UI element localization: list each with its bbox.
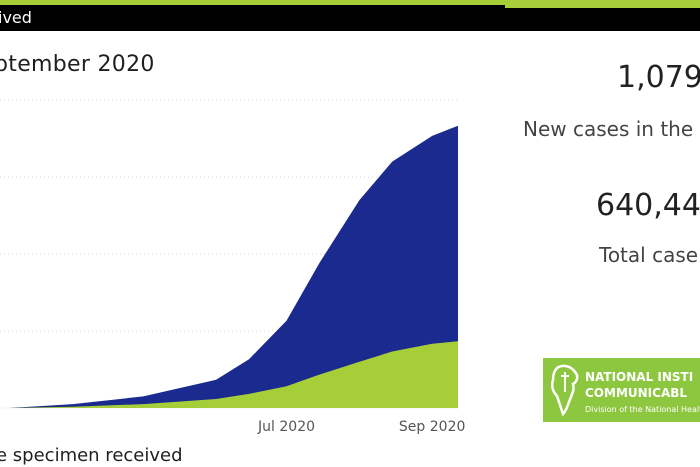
chart-title: ptember 2020 bbox=[0, 52, 155, 77]
x-tick-label-0: Jul 2020 bbox=[257, 419, 315, 435]
kpi-new-cases-label: New cases in the bbox=[523, 117, 694, 141]
area-series-0 bbox=[9, 341, 459, 408]
logo-subtitle: Division of the National Health La bbox=[585, 405, 700, 414]
top-accent-bar bbox=[0, 0, 700, 5]
kpi-total-cases-label: Total case bbox=[599, 243, 699, 267]
chart-caption: e specimen received bbox=[0, 445, 183, 466]
header-accent bbox=[505, 5, 700, 8]
logo-title-line2: COMMUNICABL bbox=[585, 386, 688, 400]
chart-areas bbox=[9, 125, 459, 408]
kpi-total-cases-value: 640,44 bbox=[596, 188, 700, 223]
logo-title-line1: NATIONAL INSTI bbox=[585, 370, 694, 384]
header-bar: ived bbox=[0, 5, 700, 31]
africa-map-icon bbox=[550, 364, 579, 417]
kpi-new-cases-value: 1,079 bbox=[617, 60, 700, 95]
cumulative-area-chart: Jul 2020 Sep 2020 bbox=[0, 99, 465, 435]
chart-x-axis: Jul 2020 Sep 2020 bbox=[257, 419, 465, 435]
x-tick-label-1: Sep 2020 bbox=[399, 419, 465, 435]
institute-logo: NATIONAL INSTI COMMUNICABL Division of t… bbox=[543, 358, 700, 422]
header-title: ived bbox=[0, 8, 32, 27]
area-series-1 bbox=[9, 125, 459, 408]
